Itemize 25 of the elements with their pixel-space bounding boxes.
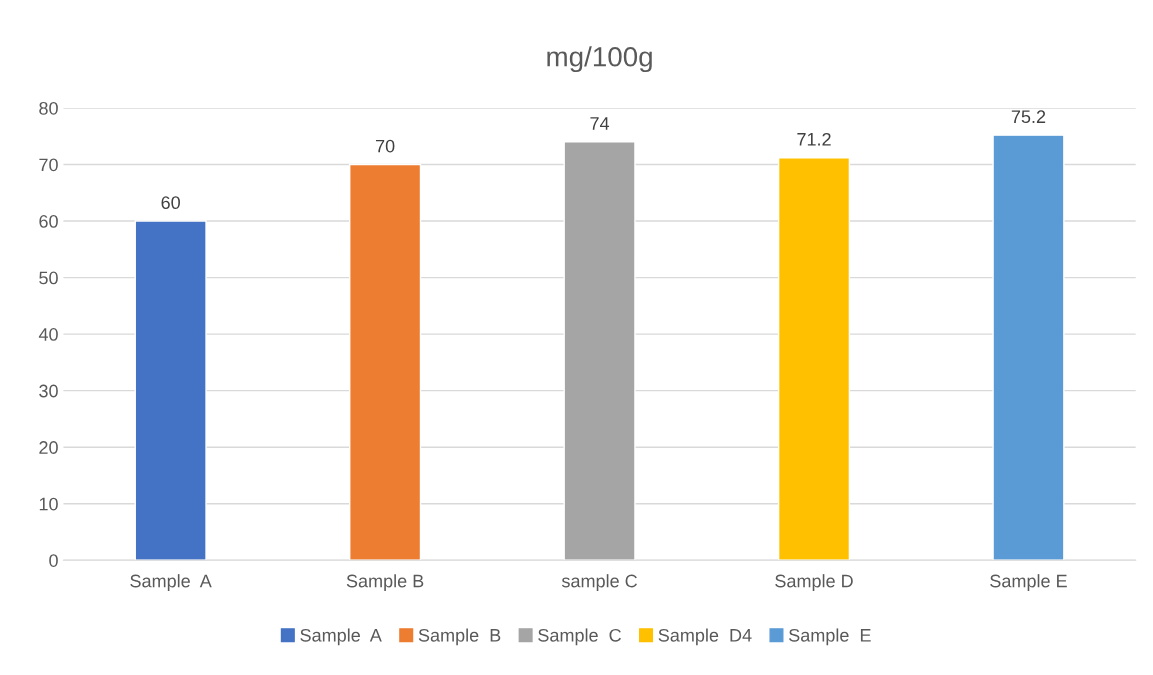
- data-label: 75.2: [1011, 110, 1046, 124]
- legend-label: Sample D4: [658, 628, 752, 646]
- data-label: 71.2: [797, 132, 831, 146]
- y-tick-label: 20: [39, 441, 58, 454]
- data-label: 74: [590, 117, 610, 130]
- chart-title: mg/100g: [547, 46, 652, 73]
- legend-label: Sample A: [300, 628, 382, 646]
- y-tick-label: 50: [39, 271, 58, 285]
- x-tick-label: Sample B: [346, 574, 424, 591]
- y-tick-label: 80: [39, 101, 58, 115]
- x-tick-label: Sample D: [775, 574, 853, 591]
- x-tick-label: sample C: [561, 574, 637, 591]
- y-tick-label: 30: [39, 384, 58, 398]
- legend-label: Sample C: [538, 628, 621, 646]
- y-tick-label: 40: [38, 328, 58, 341]
- y-tick-label: 0: [49, 554, 58, 567]
- x-tick-label: Sample E: [990, 574, 1067, 591]
- legend-label: Sample B: [418, 628, 501, 646]
- legend-label: Sample E: [789, 628, 871, 646]
- y-tick-label: 70: [39, 158, 58, 172]
- data-label: 60: [161, 196, 180, 210]
- y-tick-label: 10: [39, 497, 58, 511]
- x-tick-label: Sample A: [130, 574, 212, 591]
- y-tick-label: 60: [39, 215, 58, 228]
- data-label: 70: [375, 139, 395, 153]
